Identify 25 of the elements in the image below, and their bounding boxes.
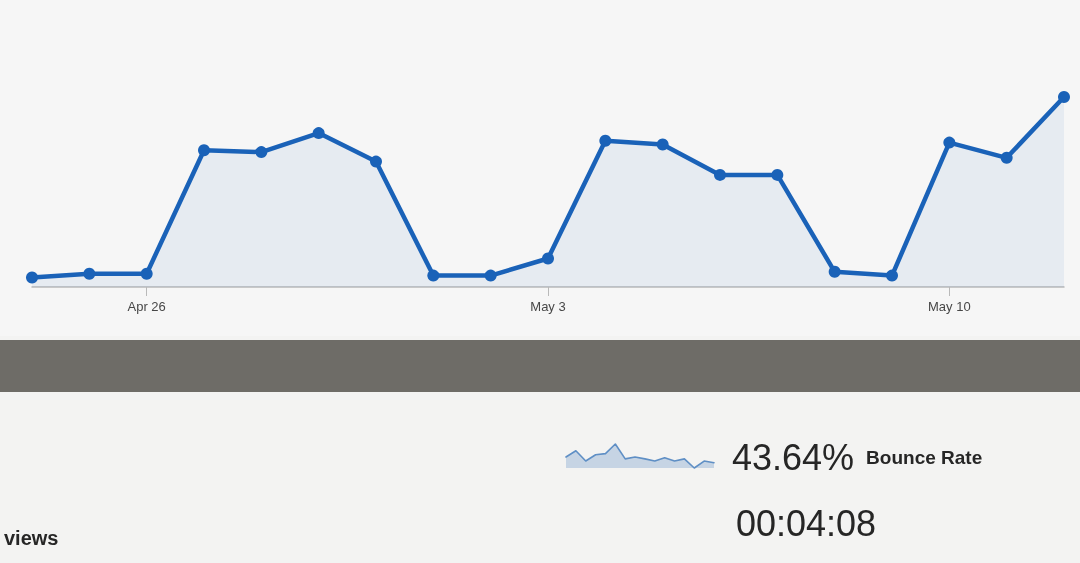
text: 00:04:08 — [736, 503, 877, 545]
x-tick-label: Apr 26 — [127, 299, 166, 314]
point — [886, 269, 898, 282]
point — [198, 144, 210, 157]
point — [255, 146, 268, 159]
x-tick-label: May 10 — [928, 299, 971, 314]
point — [427, 269, 440, 282]
point — [656, 138, 669, 151]
point — [542, 252, 554, 265]
point — [599, 134, 612, 147]
text: Bounce Rate — [866, 446, 983, 469]
point — [943, 136, 956, 149]
point — [1058, 91, 1070, 103]
point — [312, 127, 325, 140]
point — [484, 269, 497, 282]
point — [771, 168, 784, 181]
point — [828, 265, 841, 278]
text: 43.64% — [732, 437, 855, 479]
point — [1000, 151, 1013, 164]
point — [714, 168, 726, 181]
point — [26, 271, 38, 284]
x-tick-label: May 3 — [530, 299, 566, 314]
point — [83, 267, 96, 280]
point — [370, 155, 382, 168]
point — [140, 267, 153, 280]
